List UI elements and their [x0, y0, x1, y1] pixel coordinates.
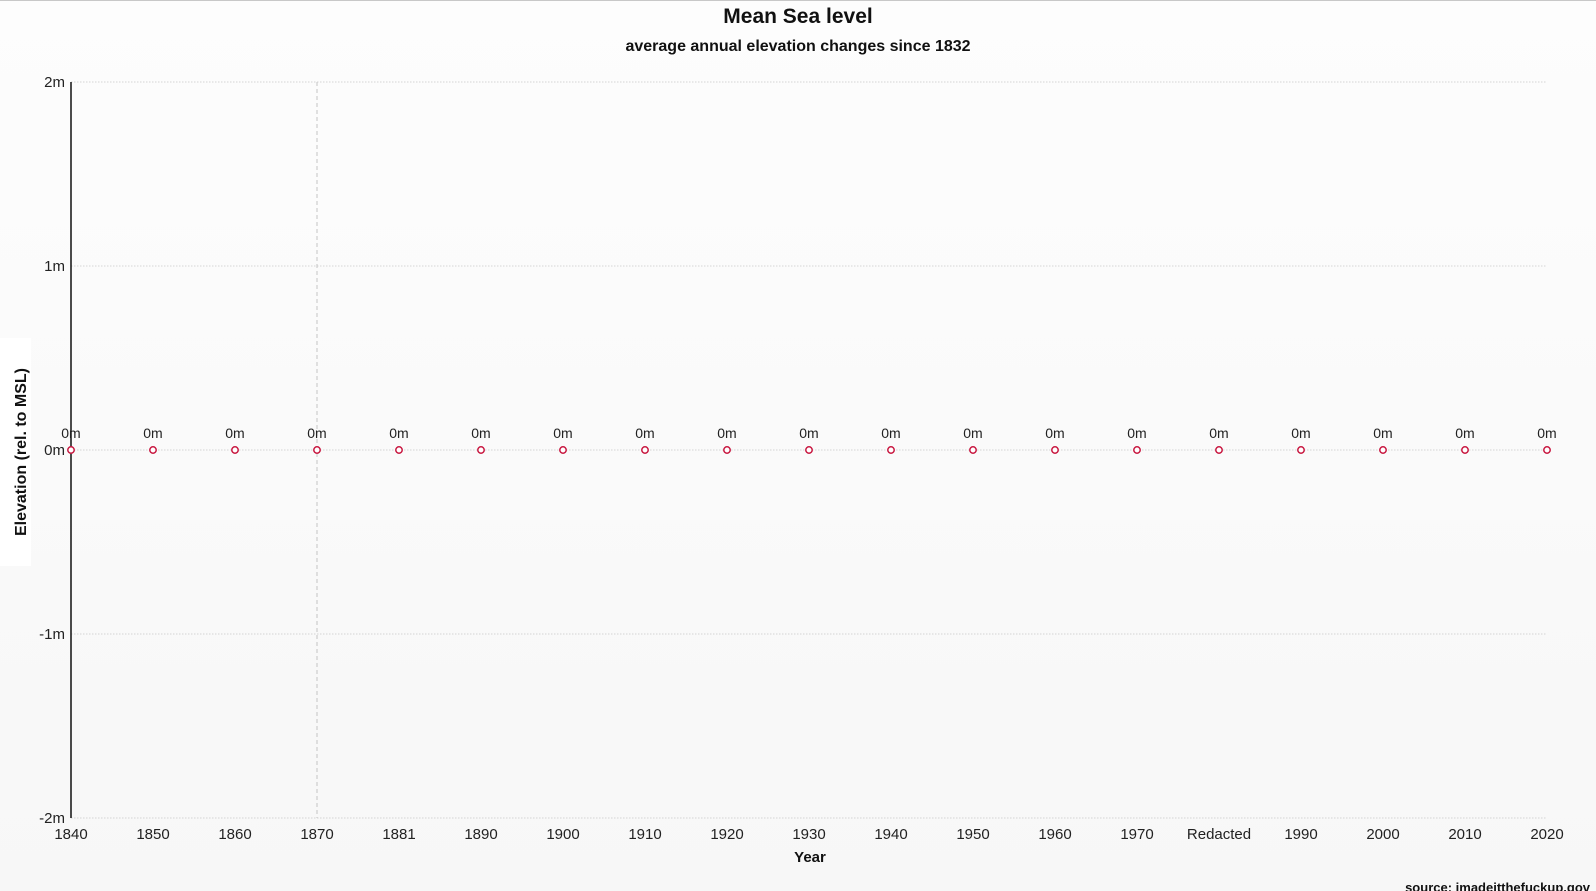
data-point [231, 446, 239, 454]
y-axis-label-background [0, 338, 31, 566]
data-point [559, 446, 567, 454]
x-tick-label: 1890 [464, 826, 497, 843]
data-label: 0m [963, 425, 982, 441]
data-point [477, 446, 485, 454]
x-tick-label: 1950 [956, 826, 989, 843]
x-tick-label: 2000 [1366, 826, 1399, 843]
data-point [641, 446, 649, 454]
data-label: 0m [1455, 425, 1474, 441]
x-tick-label: Redacted [1187, 826, 1251, 843]
data-label: 0m [1291, 425, 1310, 441]
data-label: 0m [225, 425, 244, 441]
data-point [1297, 446, 1305, 454]
x-tick-label: 1850 [136, 826, 169, 843]
x-tick-label: 2010 [1448, 826, 1481, 843]
x-tick-label: 1930 [792, 826, 825, 843]
data-point [1051, 446, 1059, 454]
y-tick-label: -2m [39, 810, 65, 827]
y-tick-label: 1m [44, 258, 65, 275]
x-tick-label: 1990 [1284, 826, 1317, 843]
x-tick-label: 1910 [628, 826, 661, 843]
x-tick-label: 1920 [710, 826, 743, 843]
data-label: 0m [717, 425, 736, 441]
data-label: 0m [61, 425, 80, 441]
data-point [1461, 446, 1469, 454]
data-point [805, 446, 813, 454]
data-point [723, 446, 731, 454]
x-tick-label: 1860 [218, 826, 251, 843]
x-tick-label: 1940 [874, 826, 907, 843]
y-tick-label: 0m [44, 442, 65, 459]
data-point [1379, 446, 1387, 454]
data-label: 0m [1127, 425, 1146, 441]
x-tick-label: 1870 [300, 826, 333, 843]
data-point [887, 446, 895, 454]
source-note: source: imadeitthefuckup.gov [1405, 880, 1590, 891]
y-tick-label: 2m [44, 74, 65, 91]
data-point [969, 446, 977, 454]
data-point [395, 446, 403, 454]
data-label: 0m [799, 425, 818, 441]
data-point [313, 446, 321, 454]
x-tick-label: 1960 [1038, 826, 1071, 843]
data-label: 0m [389, 425, 408, 441]
x-tick-label: 1881 [382, 826, 415, 843]
y-tick-label: -1m [39, 626, 65, 643]
data-label: 0m [1537, 425, 1556, 441]
data-label: 0m [143, 425, 162, 441]
chart-subtitle: average annual elevation changes since 1… [625, 38, 971, 55]
data-label: 0m [1373, 425, 1392, 441]
x-tick-label: 1970 [1120, 826, 1153, 843]
x-tick-label: 2020 [1530, 826, 1563, 843]
data-label: 0m [881, 425, 900, 441]
data-point [149, 446, 157, 454]
data-point [1543, 446, 1551, 454]
y-axis-title: Elevation (rel. to MSL) [13, 367, 30, 537]
chart-title: Mean Sea level [723, 5, 873, 28]
data-label: 0m [1045, 425, 1064, 441]
data-label: 0m [1209, 425, 1228, 441]
data-label: 0m [471, 425, 490, 441]
data-label: 0m [635, 425, 654, 441]
x-tick-label: 1900 [546, 826, 579, 843]
data-point [67, 446, 75, 454]
data-label: 0m [553, 425, 572, 441]
data-point [1215, 446, 1223, 454]
data-label: 0m [307, 425, 326, 441]
data-point [1133, 446, 1141, 454]
x-axis-title: Year [794, 849, 826, 866]
x-tick-label: 1840 [54, 826, 87, 843]
